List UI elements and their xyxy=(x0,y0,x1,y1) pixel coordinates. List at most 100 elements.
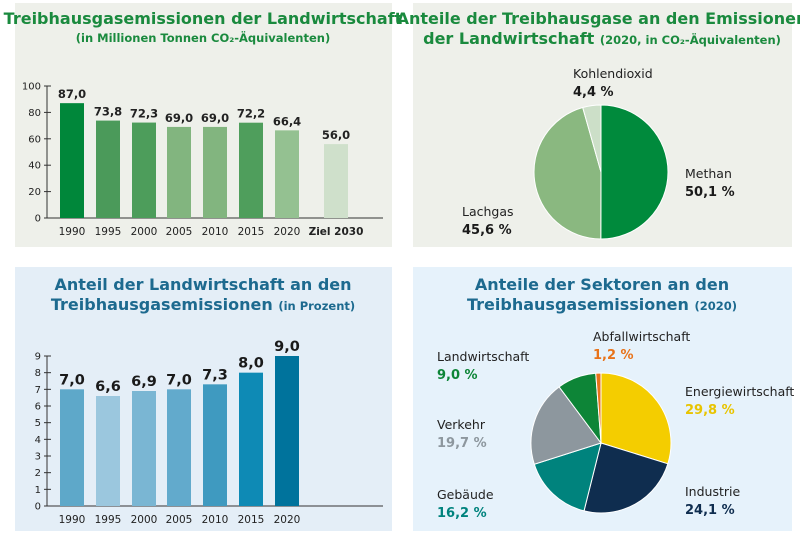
x-tick-label: Ziel 2030 xyxy=(309,226,364,238)
slice-name-label: Abfallwirtschaft xyxy=(593,329,690,344)
x-tick-label: 2015 xyxy=(238,226,265,238)
y-tick-label: 40 xyxy=(28,161,41,172)
x-tick-label: 2000 xyxy=(131,226,158,238)
y-tick-label: 7 xyxy=(35,385,41,396)
y-tick-label: 2 xyxy=(35,468,41,479)
x-tick-label: 2000 xyxy=(131,514,158,526)
y-tick-label: 20 xyxy=(28,187,41,198)
bar-value-label: 69,0 xyxy=(165,111,193,125)
y-tick-label: 80 xyxy=(28,108,41,119)
slice-value-label: 4,4 % xyxy=(573,85,614,100)
x-tick-label: 1990 xyxy=(59,514,86,526)
y-tick-label: 4 xyxy=(35,435,41,446)
y-tick-label: 0 xyxy=(35,502,41,513)
bar-value-label: 72,2 xyxy=(237,107,265,121)
x-tick-label: 2010 xyxy=(202,226,229,238)
y-tick-label: 9 xyxy=(35,352,41,363)
pie-slice xyxy=(600,104,669,240)
chart1-bars: 0 20 40 60 80 100 87,0 1990 73,8 1995 72,3 2000 69,0… xyxy=(22,82,383,238)
y-tick-label: 8 xyxy=(35,368,41,379)
bar xyxy=(132,391,156,506)
x-tick-label: 2005 xyxy=(166,226,193,238)
x-tick-label: 2010 xyxy=(202,514,229,526)
bar xyxy=(324,144,348,218)
bar-value-label: 72,3 xyxy=(130,107,158,121)
bar xyxy=(60,103,84,218)
slice-value-label: 45,6 % xyxy=(462,223,512,238)
bar xyxy=(132,122,156,218)
bar xyxy=(275,130,299,218)
bar xyxy=(239,372,263,506)
chart1-title: Treibhausgasemissionen der Landwirtschaf… xyxy=(4,9,403,28)
chart3-title-line2: Treibhausgasemissionen (in Prozent) xyxy=(51,295,355,314)
bar-value-label: 6,6 xyxy=(95,379,121,395)
slice-value-label: 29,8 % xyxy=(685,403,735,418)
bar xyxy=(60,389,84,506)
slice-value-label: 1,2 % xyxy=(593,348,634,363)
bar xyxy=(239,122,263,218)
chart2-pie: Methan 50,1 % Lachgas 45,6 % Kohlendioxid 4,4… xyxy=(462,66,735,240)
slice-value-label: 9,0 % xyxy=(437,368,478,383)
chart3-title-line1: Anteil der Landwirtschaft an den xyxy=(54,275,351,294)
x-tick-label: 2005 xyxy=(166,514,193,526)
pie-slice xyxy=(600,372,672,465)
slice-name-label: Landwirtschaft xyxy=(437,349,529,364)
bar-value-label: 7,3 xyxy=(202,367,228,383)
x-tick-label: 1990 xyxy=(59,226,86,238)
chart4-pie: Energiewirtschaft 29,8 % Industrie 24,1 % Ge… xyxy=(437,329,794,521)
slice-name-label: Verkehr xyxy=(437,417,486,432)
y-tick-label: 0 xyxy=(35,214,41,225)
pie-slice xyxy=(530,386,602,465)
chart3-subtitle: (in Prozent) xyxy=(278,299,355,313)
chart4-title-main: Treibhausgasemissionen xyxy=(467,295,689,314)
bar xyxy=(167,389,191,506)
pie-slice xyxy=(582,104,602,173)
bar-value-label: 56,0 xyxy=(322,128,350,142)
slice-name-label: Lachgas xyxy=(462,204,514,219)
bar xyxy=(275,356,299,506)
chart4-title-line1: Anteile der Sektoren an den xyxy=(475,275,729,294)
bar xyxy=(203,126,227,218)
chart1-subtitle: (in Millionen Tonnen CO₂-Äquivalenten) xyxy=(76,30,330,45)
bar-value-label: 8,0 xyxy=(238,356,264,372)
y-tick-label: 3 xyxy=(35,452,41,463)
bar xyxy=(167,126,191,218)
bar-value-label: 69,0 xyxy=(201,111,229,125)
slice-value-label: 19,7 % xyxy=(437,436,487,451)
bar-value-label: 66,4 xyxy=(273,114,301,128)
chart3-title-main: Treibhausgasemissionen xyxy=(51,295,273,314)
bar xyxy=(96,396,120,506)
chart2-title-main: der Landwirtschaft xyxy=(423,29,595,48)
x-tick-label: 1995 xyxy=(95,226,122,238)
chart4-title-line2: Treibhausgasemissionen (2020) xyxy=(467,295,737,314)
bar-value-label: 87,0 xyxy=(58,87,86,101)
x-tick-label: 1995 xyxy=(95,514,122,526)
slice-name-label: Methan xyxy=(685,166,732,181)
y-tick-label: 60 xyxy=(28,134,41,145)
y-tick-label: 100 xyxy=(22,82,41,93)
slice-name-label: Energiewirtschaft xyxy=(685,384,794,399)
bar xyxy=(96,120,120,218)
slice-value-label: 50,1 % xyxy=(685,185,735,200)
chart3-bars: 0 1 2 3 4 5 6 7 8 9 7,0 1990 6,6 1995 6,9 2000 7,0 2005 7,… xyxy=(35,339,383,526)
slice-name-label: Industrie xyxy=(685,484,740,499)
chart2-title-line2: der Landwirtschaft (2020, in CO₂-Äquival… xyxy=(423,29,781,48)
y-tick-label: 5 xyxy=(35,418,41,429)
bar-value-label: 73,8 xyxy=(94,105,122,119)
slice-name-label: Kohlendioxid xyxy=(573,66,653,81)
pie-slice xyxy=(583,442,669,514)
pie-slice xyxy=(533,106,602,240)
bar-value-label: 7,0 xyxy=(166,372,192,388)
slice-value-label: 24,1 % xyxy=(685,503,735,518)
y-tick-label: 1 xyxy=(35,485,41,496)
bar-value-label: 6,9 xyxy=(131,374,157,390)
pie-slice xyxy=(595,372,602,444)
chart2-title-line1: Anteile der Treibhausgase an den Emissio… xyxy=(397,9,800,28)
bar-value-label: 9,0 xyxy=(274,339,300,355)
chart2-subtitle: (2020, in CO₂-Äquivalenten) xyxy=(600,32,781,47)
slice-value-label: 16,2 % xyxy=(437,506,487,521)
x-tick-label: 2020 xyxy=(274,514,301,526)
x-tick-label: 2020 xyxy=(274,226,301,238)
chart4-subtitle: (2020) xyxy=(694,299,737,313)
